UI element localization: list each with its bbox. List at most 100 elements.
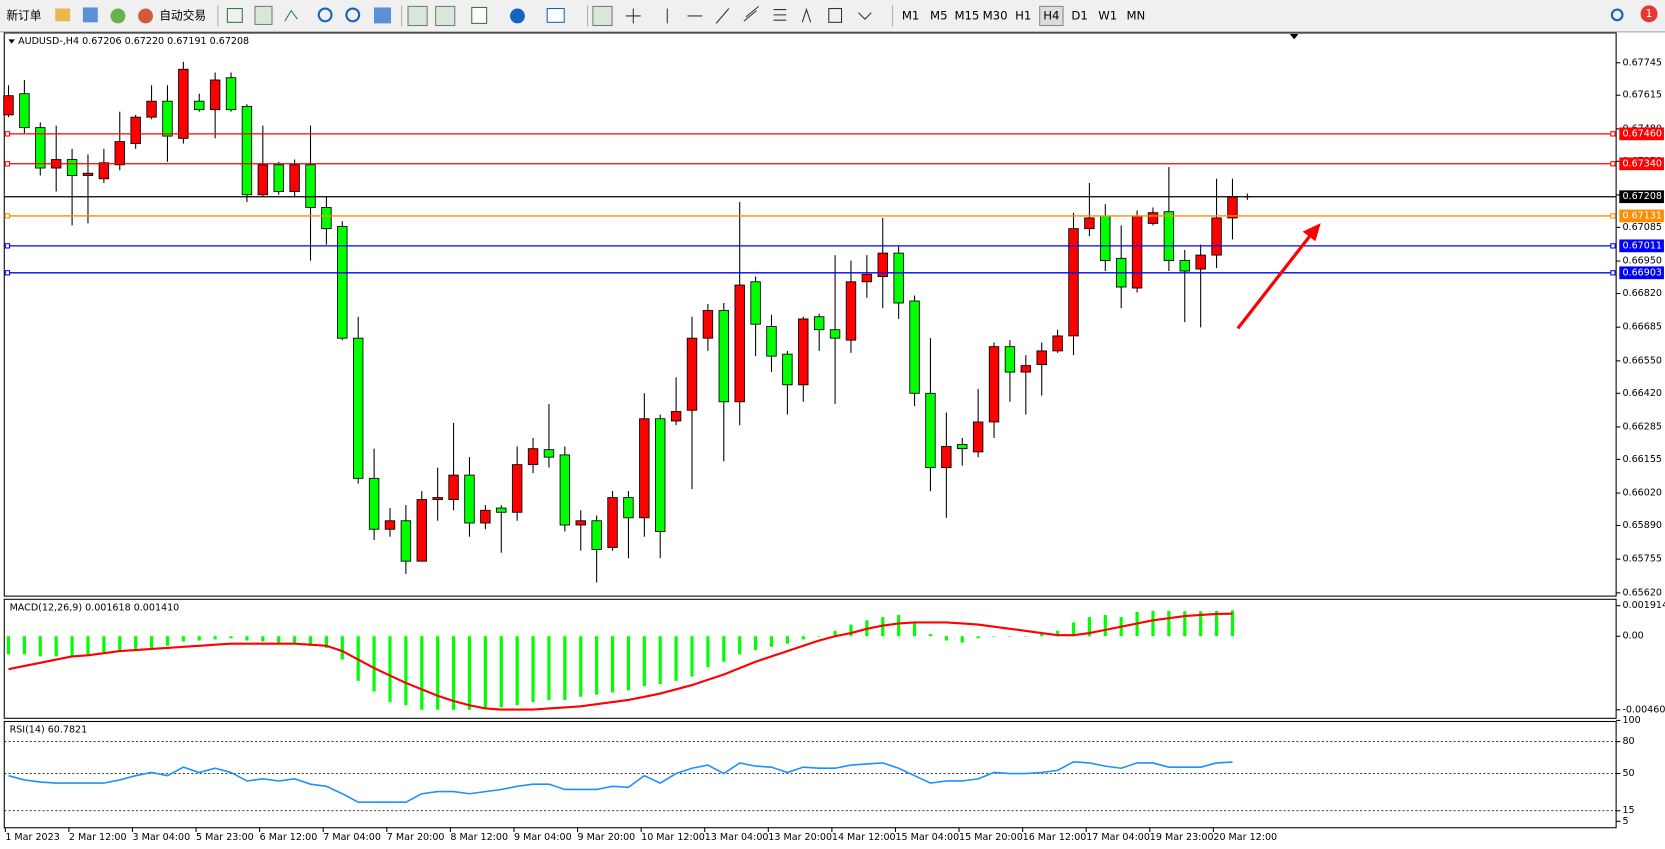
timeframe-button[interactable]: MN — [1126, 8, 1145, 22]
new-order-button[interactable]: 新订单 — [6, 8, 41, 22]
macd-bar — [6, 636, 11, 655]
level-label-box — [1619, 239, 1664, 253]
candle-body — [1211, 217, 1222, 256]
macd-bar — [849, 624, 853, 637]
cursor-icon[interactable] — [592, 5, 613, 27]
x-tick-label: 6 Mar 12:00 — [260, 832, 318, 843]
icon[interactable] — [110, 8, 126, 24]
shift-icon[interactable] — [435, 5, 456, 27]
candle-body — [178, 68, 189, 139]
channel-icon[interactable] — [743, 5, 759, 22]
candle-body — [209, 79, 221, 111]
autoscroll-icon[interactable] — [407, 5, 428, 27]
indicator-icon[interactable] — [471, 6, 488, 24]
crosshair-icon[interactable] — [625, 8, 641, 24]
label-icon[interactable] — [828, 7, 843, 23]
candle-body — [337, 225, 348, 339]
candle-body — [416, 499, 427, 562]
candle-body — [384, 520, 396, 530]
candle-body — [623, 497, 634, 519]
zoom-out-icon[interactable] — [345, 7, 361, 23]
macd-bar — [1056, 630, 1060, 637]
candle-body — [686, 337, 698, 411]
toolbar-background — [0, 0, 1665, 32]
line-chart-icon[interactable] — [284, 9, 298, 22]
macd-bar — [324, 636, 329, 648]
candle-body — [607, 497, 618, 548]
x-tick-label: 10 Mar 12:00 — [641, 832, 705, 843]
text-icon[interactable] — [801, 7, 812, 23]
search-icon[interactable] — [1610, 8, 1624, 22]
candle-body — [1163, 211, 1175, 262]
macd-bar — [1040, 633, 1044, 637]
candle-body — [241, 105, 253, 196]
y-tick-label: 0.66285 — [1622, 421, 1661, 432]
candle-chart-icon[interactable] — [254, 5, 273, 25]
candle-body — [1036, 350, 1047, 366]
auto-trading-button[interactable]: 自动交易 — [159, 8, 206, 22]
period-icon[interactable] — [510, 8, 525, 24]
zoom-in-icon[interactable] — [317, 7, 333, 23]
candle-body — [639, 418, 650, 519]
macd-bar — [1199, 611, 1203, 637]
y-tick-label: 0.66155 — [1622, 454, 1661, 465]
y-tick-label: 50 — [1622, 768, 1634, 779]
level-anchor — [4, 213, 11, 219]
y-tick-label: 0.66820 — [1622, 288, 1661, 299]
tile-icon[interactable] — [374, 7, 392, 24]
x-tick-label: 17 Mar 04:00 — [1086, 832, 1150, 843]
timeframe-button[interactable]: M15 — [954, 8, 979, 22]
x-tick-label: 13 Mar 04:00 — [705, 832, 769, 843]
auto-trading-icon[interactable] — [138, 8, 154, 24]
candle-body — [257, 164, 269, 196]
macd-bar — [372, 636, 376, 692]
candle-body — [861, 273, 873, 283]
timeframe-button[interactable]: W1 — [1098, 8, 1117, 22]
candle-body — [273, 164, 284, 192]
candle-body — [957, 444, 968, 450]
x-tick-label: 9 Mar 20:00 — [578, 832, 636, 843]
macd-bar — [1103, 614, 1107, 637]
macd-bar — [388, 636, 392, 703]
candle-body — [448, 474, 459, 500]
timeframe-button[interactable]: H4 — [1043, 8, 1059, 22]
x-tick-label: 19 Mar 23:00 — [1150, 832, 1214, 843]
candle-body — [321, 207, 332, 230]
candle-body — [1004, 346, 1016, 373]
timeframe-button[interactable]: M1 — [902, 8, 920, 22]
y-tick-label: 0.67615 — [1622, 90, 1661, 101]
arrows-icon[interactable] — [858, 12, 872, 20]
y-tick-label: -0.004606 — [1622, 704, 1665, 715]
y-tick-label: 0.66420 — [1622, 388, 1661, 399]
candle-body — [559, 454, 571, 526]
candle-body — [655, 418, 666, 532]
timeframe-button[interactable]: H1 — [1015, 8, 1031, 22]
level-label: 0.67011 — [1622, 240, 1661, 251]
macd-bar — [992, 636, 996, 637]
icon[interactable] — [82, 7, 98, 23]
icon[interactable] — [55, 8, 71, 22]
timeframe-button[interactable]: M5 — [930, 8, 948, 22]
timeframe-button[interactable]: M30 — [983, 8, 1008, 22]
level-label: 0.67340 — [1622, 158, 1661, 169]
y-tick-label: 0.67085 — [1622, 222, 1661, 233]
level-anchor — [1610, 131, 1616, 137]
trendline-icon[interactable] — [715, 8, 730, 24]
macd-bar — [769, 636, 774, 647]
macd-bar — [197, 636, 201, 641]
bar-chart-icon[interactable] — [226, 7, 243, 23]
timeframe-button[interactable]: D1 — [1071, 8, 1087, 22]
macd-bar — [499, 636, 503, 708]
macd-bar — [658, 636, 662, 685]
candle-body — [82, 172, 94, 176]
candle-body — [766, 326, 777, 357]
x-tick-label: 15 Mar 20:00 — [959, 832, 1023, 843]
template-icon[interactable] — [546, 7, 565, 23]
y-tick-label: 0.66550 — [1622, 355, 1661, 366]
macd-bar — [531, 636, 535, 703]
macd-bar — [579, 636, 583, 697]
fibo-icon[interactable] — [773, 9, 787, 21]
notification-badge[interactable] — [1640, 5, 1658, 23]
candle-body — [893, 252, 904, 304]
